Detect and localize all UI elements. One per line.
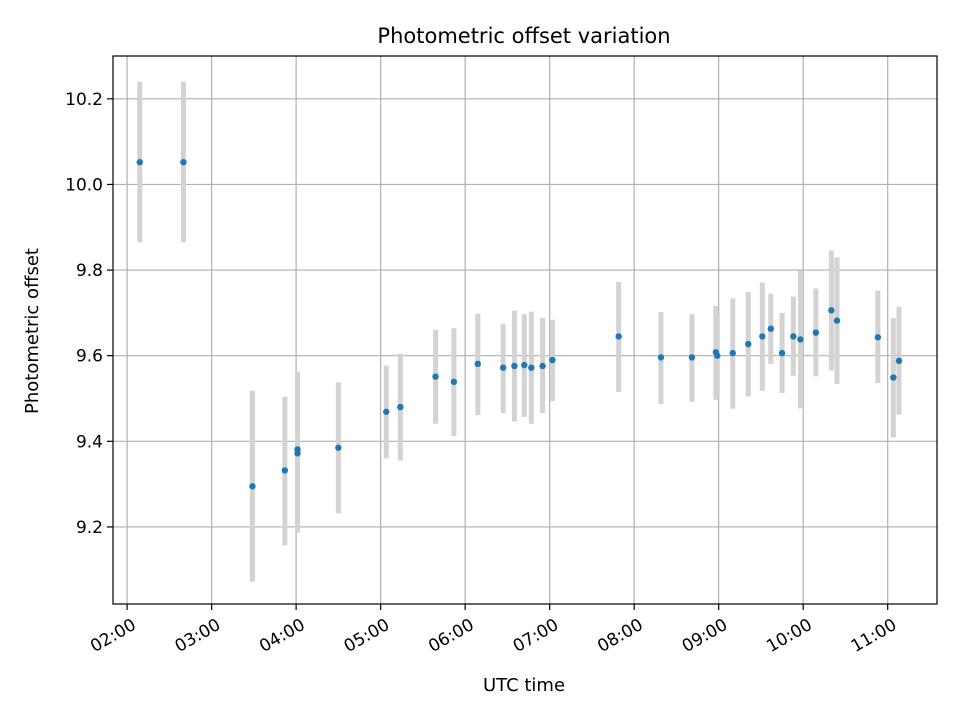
data-point bbox=[895, 357, 903, 365]
data-point bbox=[890, 374, 897, 381]
data-point bbox=[432, 373, 439, 380]
y-axis-label: Photometric offset bbox=[22, 248, 43, 414]
data-point bbox=[759, 333, 766, 340]
data-point bbox=[828, 307, 835, 314]
y-tick-label: 9.2 bbox=[76, 518, 103, 538]
data-point bbox=[249, 483, 256, 490]
y-axis: 9.2 9.4 9.6 9.8 10.0 10.2 bbox=[65, 90, 113, 538]
y-tick-label: 9.8 bbox=[76, 261, 103, 281]
data-point bbox=[450, 378, 458, 386]
data-point bbox=[383, 408, 390, 415]
data-point bbox=[281, 467, 289, 474]
data-point bbox=[657, 354, 665, 361]
data-point bbox=[511, 362, 518, 370]
x-axis-label: UTC time bbox=[483, 675, 565, 696]
data-point bbox=[335, 444, 342, 451]
data-point bbox=[615, 333, 622, 340]
data-point bbox=[549, 356, 556, 364]
data-points bbox=[136, 158, 903, 490]
data-point bbox=[136, 158, 143, 166]
data-point bbox=[745, 340, 752, 348]
data-point bbox=[294, 450, 301, 457]
data-point bbox=[521, 361, 528, 369]
data-point bbox=[874, 334, 882, 341]
chart-title: Photometric offset variation bbox=[377, 24, 670, 48]
data-point bbox=[714, 352, 721, 359]
data-point bbox=[688, 354, 696, 361]
data-point bbox=[812, 329, 820, 336]
data-point bbox=[833, 317, 841, 324]
y-tick-label: 10.0 bbox=[65, 175, 103, 195]
data-point bbox=[528, 364, 535, 371]
data-point bbox=[778, 349, 786, 357]
y-tick-label: 10.2 bbox=[65, 90, 103, 110]
data-point bbox=[729, 349, 736, 357]
data-point bbox=[180, 158, 187, 166]
data-point bbox=[790, 333, 797, 340]
plot-frame bbox=[112, 55, 938, 605]
y-tick-label: 9.6 bbox=[76, 347, 103, 367]
grid bbox=[113, 56, 937, 604]
data-point bbox=[397, 403, 404, 411]
data-point bbox=[499, 364, 507, 371]
data-point bbox=[539, 362, 546, 370]
y-tick-label: 9.4 bbox=[76, 432, 103, 452]
data-point bbox=[767, 325, 774, 332]
data-point bbox=[474, 360, 482, 368]
data-point bbox=[797, 336, 804, 343]
